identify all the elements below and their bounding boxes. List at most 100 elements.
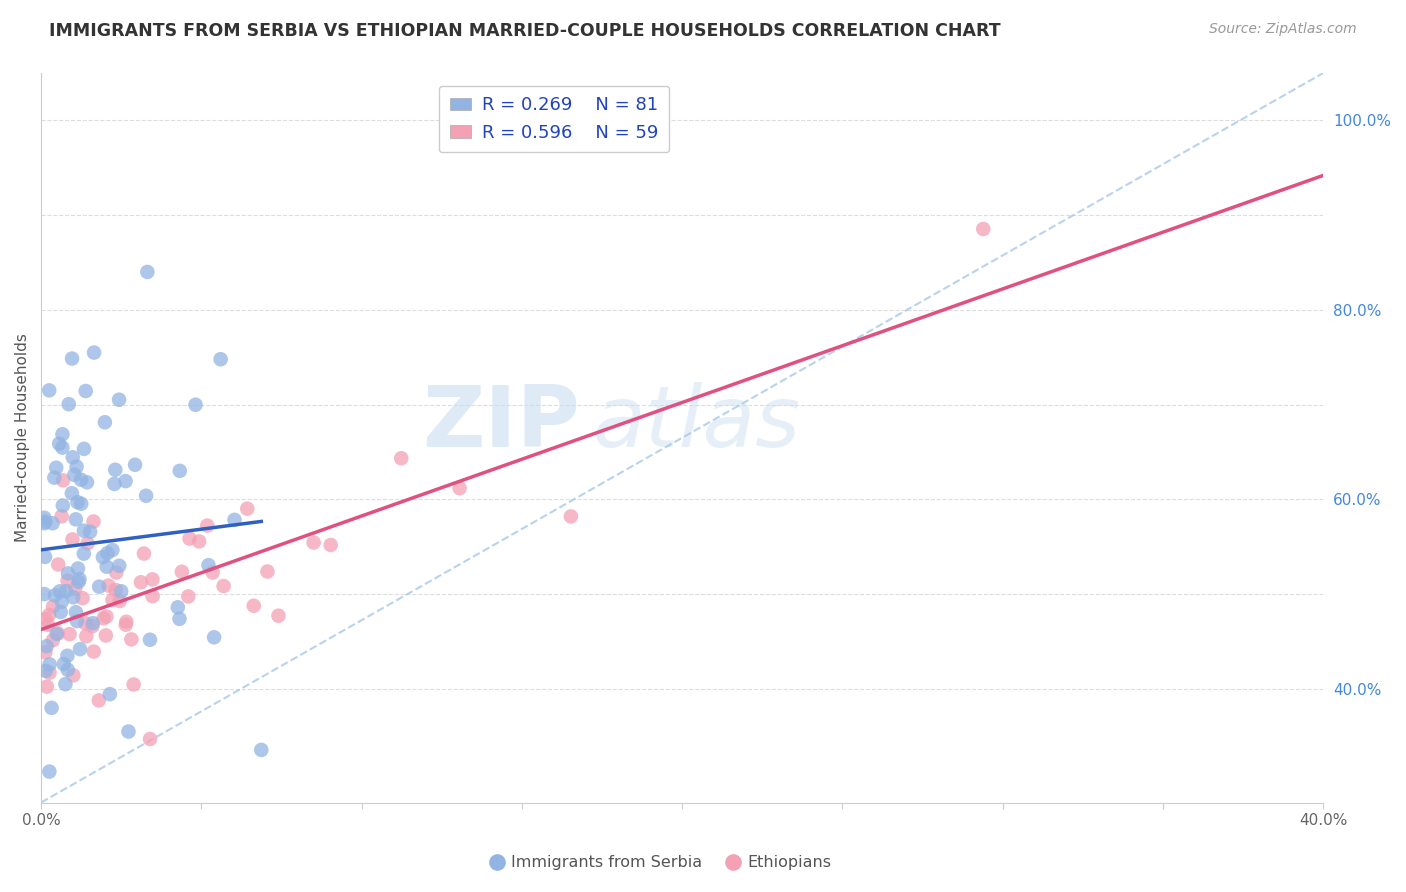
- Point: [69, 572, 91, 586]
- Point: [70, 473, 93, 487]
- Point: [62, 450, 84, 465]
- Point: [169, 612, 191, 626]
- Point: [117, 724, 139, 739]
- Point: [72, 591, 94, 606]
- Point: [188, 534, 211, 549]
- Point: [93, 611, 115, 625]
- Point: [46, 626, 69, 640]
- Point: [302, 535, 325, 549]
- Point: [44, 470, 66, 484]
- Point: [42, 633, 65, 648]
- Point: [55, 677, 77, 691]
- Point: [55, 584, 77, 599]
- Point: [972, 222, 994, 236]
- Point: [75, 616, 97, 631]
- Point: [104, 463, 127, 477]
- Point: [34, 516, 56, 531]
- Point: [56, 648, 79, 663]
- Point: [224, 513, 246, 527]
- Point: [76, 536, 98, 550]
- Point: [66, 614, 89, 628]
- Point: [124, 458, 146, 472]
- Point: [195, 518, 218, 533]
- Point: [51, 441, 73, 455]
- Point: [56, 574, 79, 588]
- Point: [58, 397, 80, 411]
- Point: [242, 599, 264, 613]
- Point: [70, 497, 93, 511]
- Point: [114, 617, 136, 632]
- Point: [73, 547, 96, 561]
- Point: [62, 591, 84, 605]
- Point: [38, 665, 60, 680]
- Point: [34, 664, 56, 678]
- Point: [58, 627, 80, 641]
- Point: [65, 605, 87, 619]
- Point: [98, 687, 121, 701]
- Point: [179, 532, 201, 546]
- Point: [120, 632, 142, 647]
- Point: [82, 616, 104, 631]
- Point: [139, 731, 162, 746]
- Point: [129, 575, 152, 590]
- Point: [66, 495, 89, 509]
- Point: [169, 464, 191, 478]
- Point: [209, 352, 232, 367]
- Point: [166, 600, 188, 615]
- Point: [62, 668, 84, 682]
- Point: [52, 473, 75, 487]
- Point: [34, 515, 56, 529]
- Point: [96, 559, 118, 574]
- Point: [250, 743, 273, 757]
- Point: [267, 608, 290, 623]
- Point: [41, 701, 63, 715]
- Point: [104, 582, 127, 597]
- Point: [122, 677, 145, 691]
- Point: [46, 558, 69, 572]
- Point: [101, 543, 124, 558]
- Point: [94, 628, 117, 642]
- Point: [52, 657, 75, 671]
- Point: [38, 384, 60, 398]
- Point: [51, 427, 73, 442]
- Text: Source: ZipAtlas.com: Source: ZipAtlas.com: [1209, 22, 1357, 37]
- Point: [110, 584, 132, 599]
- Point: [51, 509, 73, 524]
- Point: [52, 499, 75, 513]
- Point: [212, 579, 235, 593]
- Point: [197, 558, 219, 573]
- Point: [37, 618, 59, 632]
- Point: [75, 384, 97, 398]
- Point: [256, 565, 278, 579]
- Point: [141, 573, 163, 587]
- Point: [82, 515, 104, 529]
- Point: [114, 474, 136, 488]
- Point: [69, 642, 91, 657]
- Point: [105, 566, 128, 580]
- Point: [34, 549, 56, 564]
- Point: [89, 580, 111, 594]
- Point: [108, 594, 131, 608]
- Point: [34, 612, 56, 626]
- Point: [63, 582, 86, 596]
- Legend: Immigrants from Serbia, Ethiopians: Immigrants from Serbia, Ethiopians: [484, 849, 838, 877]
- Point: [115, 615, 138, 629]
- Point: [170, 565, 193, 579]
- Point: [83, 345, 105, 359]
- Point: [202, 630, 225, 644]
- Text: IMMIGRANTS FROM SERBIA VS ETHIOPIAN MARRIED-COUPLE HOUSEHOLDS CORRELATION CHART: IMMIGRANTS FROM SERBIA VS ETHIOPIAN MARR…: [49, 22, 1001, 40]
- Point: [91, 550, 114, 565]
- Point: [48, 436, 70, 450]
- Point: [96, 609, 118, 624]
- Point: [83, 644, 105, 658]
- Point: [48, 584, 70, 599]
- Point: [449, 481, 471, 495]
- Y-axis label: Married-couple Households: Married-couple Households: [15, 334, 30, 542]
- Point: [319, 538, 342, 552]
- Point: [34, 587, 56, 601]
- Point: [56, 566, 79, 581]
- Point: [236, 501, 259, 516]
- Point: [35, 680, 58, 694]
- Text: atlas: atlas: [592, 382, 800, 465]
- Point: [108, 392, 131, 407]
